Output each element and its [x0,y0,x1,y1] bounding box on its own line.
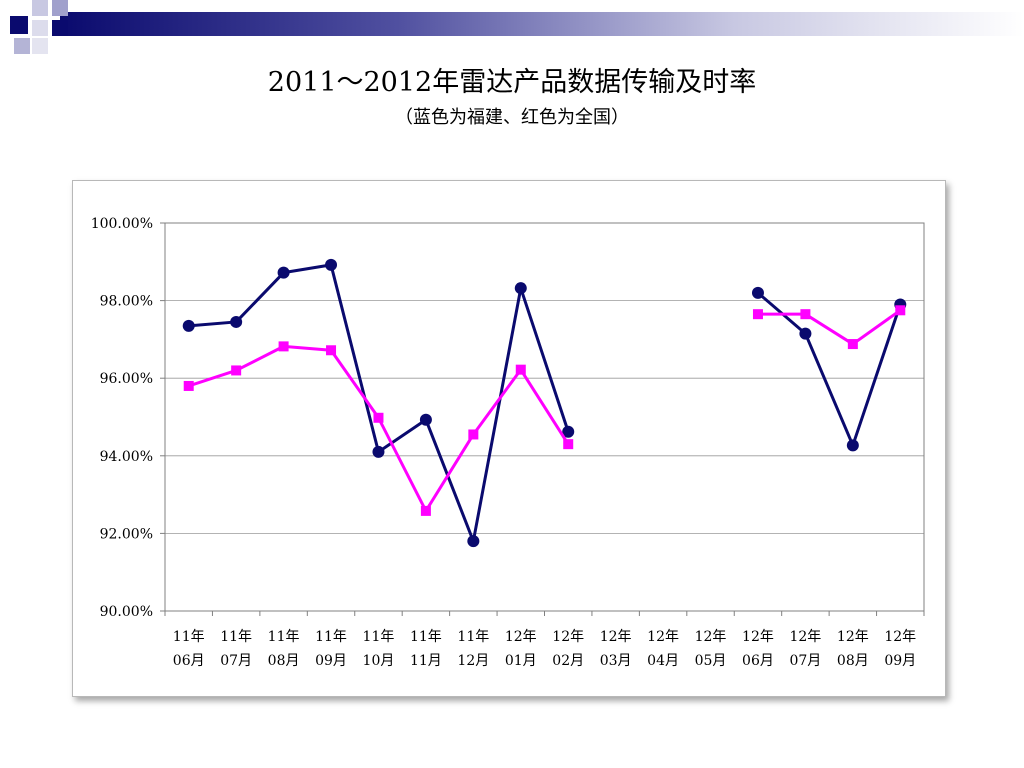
data-point [751,286,764,299]
data-point [799,327,812,340]
data-point [420,505,431,516]
x-tick-label: 11年 [173,629,205,645]
data-point [847,339,858,350]
x-tick-label: 07月 [789,653,821,669]
x-tick-label: 07月 [220,653,252,669]
data-point [325,258,338,271]
chart-subtitle: （蓝色为福建、红色为全国） [395,107,629,128]
x-tick-label: 11月 [410,653,442,669]
x-tick-label: 01月 [505,653,537,669]
x-tick-label: 02月 [552,653,584,669]
x-tick-label: 11年 [220,629,252,645]
chart-frame: 100.00% 98.00% 96.00% 94.00% 92.00% 90.00% 11年… [72,180,946,697]
x-tick-label: 05月 [695,653,727,669]
y-tick-label: 100.00% [91,216,153,232]
x-tick-label: 11年 [315,629,347,645]
x-tick-label: 12年 [647,629,679,645]
data-point [846,439,859,452]
x-tick-label: 12年 [837,629,869,645]
x-tick-label: 12年 [505,629,537,645]
data-point [467,535,480,548]
x-tick-label: 12年 [695,629,727,645]
x-tick-label: 11年 [268,629,300,645]
line-chart: 100.00% 98.00% 96.00% 94.00% 92.00% 90.00% 11年… [91,216,925,669]
data-point [183,380,194,391]
x-tick-label: 08月 [837,653,869,669]
series-line-2 [188,344,570,513]
x-tick-label: 11年 [410,629,442,645]
y-tick-label: 94.00% [100,449,153,465]
x-tick-label: 12年 [600,629,632,645]
chart-title: 2011～2012年雷达产品数据传输及时率 [267,67,757,98]
x-tick-label: 11年 [363,629,395,645]
x-tick-label: 11年 [457,629,489,645]
plot-area [164,222,925,612]
x-tick-label: 08月 [268,653,300,669]
data-point [419,413,432,426]
x-tick-label: 12年 [742,629,774,645]
data-point [278,341,289,352]
data-point [277,266,290,279]
x-tick-label: 09月 [315,653,347,669]
x-tick-label: 03月 [600,653,632,669]
data-point [230,315,243,328]
y-tick-label: 98.00% [100,294,153,310]
x-tick-label: 06月 [173,653,205,669]
x-tick-label: 09月 [884,653,916,669]
data-point [562,425,575,438]
series-line-1 [188,263,570,543]
series-line-1 [756,291,902,447]
data-point [373,412,384,423]
header-decoration [10,0,1024,54]
data-point [752,309,763,320]
data-point [514,282,527,295]
y-tick-label: 90.00% [100,604,153,620]
x-tick-label: 10月 [363,653,395,669]
data-point [800,309,811,320]
data-point [231,365,242,376]
x-tick-label: 12年 [789,629,821,645]
data-point [468,429,479,440]
series-line-2 [757,309,902,346]
x-tick-label: 04月 [647,653,679,669]
x-tick-label: 12年 [552,629,584,645]
y-tick-label: 92.00% [100,526,153,542]
data-point [372,445,385,458]
data-point [515,364,526,375]
data-point [563,439,574,450]
data-point [182,319,195,332]
x-tick-label: 06月 [742,653,774,669]
y-tick-label: 96.00% [100,371,153,387]
x-tick-label: 12月 [457,653,489,669]
data-point [895,305,906,316]
data-point [326,345,337,356]
x-tick-label: 12年 [884,629,916,645]
